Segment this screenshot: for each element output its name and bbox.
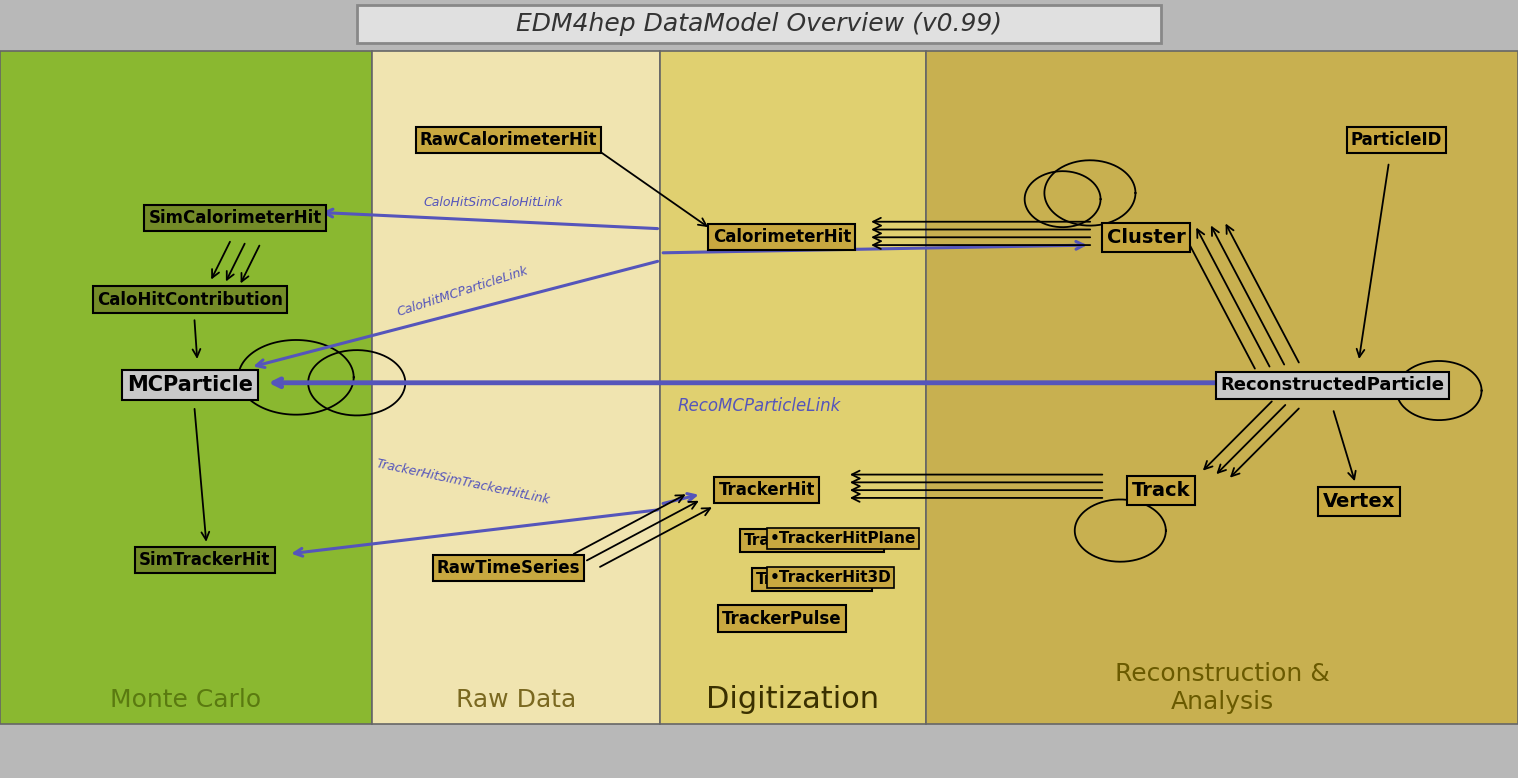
Text: EDM4hep DataModel Overview (v0.99): EDM4hep DataModel Overview (v0.99) [516, 12, 1002, 36]
Bar [926, 51, 1518, 724]
Bar [660, 51, 926, 724]
Text: Track: Track [1132, 481, 1190, 499]
Text: RawTimeSeries: RawTimeSeries [437, 559, 580, 577]
Text: TrackerHitPlane: TrackerHitPlane [744, 533, 880, 548]
Text: •TrackerHitPlane: •TrackerHitPlane [770, 531, 915, 546]
Text: RecoMCParticleLink: RecoMCParticleLink [677, 397, 841, 415]
Text: Cluster: Cluster [1107, 228, 1186, 247]
Bar [372, 51, 660, 724]
Text: TrackerPulse: TrackerPulse [723, 609, 841, 628]
Text: CaloHitSimCaloHitLink: CaloHitSimCaloHitLink [424, 196, 563, 209]
Text: SimTrackerHit: SimTrackerHit [140, 551, 270, 569]
Text: CalorimeterHit: CalorimeterHit [712, 228, 852, 247]
Text: Digitization: Digitization [706, 685, 879, 714]
Text: ReconstructedParticle: ReconstructedParticle [1220, 376, 1445, 394]
Text: Monte Carlo: Monte Carlo [109, 688, 261, 712]
Text: •TrackerHit3D: •TrackerHit3D [770, 569, 891, 585]
Text: ParticleID: ParticleID [1351, 131, 1442, 149]
Text: RawCalorimeterHit: RawCalorimeterHit [420, 131, 597, 149]
Text: TrackerHit3D: TrackerHit3D [756, 572, 868, 587]
FancyBboxPatch shape [357, 5, 1161, 43]
Text: CaloHitMCParticleLink: CaloHitMCParticleLink [396, 265, 530, 319]
Text: Vertex: Vertex [1322, 492, 1395, 511]
Bar [0, 51, 372, 724]
Text: MCParticle: MCParticle [126, 375, 254, 395]
Text: CaloHitContribution: CaloHitContribution [97, 290, 282, 309]
Text: SimCalorimeterHit: SimCalorimeterHit [149, 209, 322, 227]
Text: Raw Data: Raw Data [455, 688, 577, 712]
Text: TrackerHitSimTrackerHitLink: TrackerHitSimTrackerHitLink [375, 457, 551, 507]
Text: Reconstruction &
Analysis: Reconstruction & Analysis [1114, 662, 1330, 714]
Text: TrackerHit: TrackerHit [718, 481, 815, 499]
